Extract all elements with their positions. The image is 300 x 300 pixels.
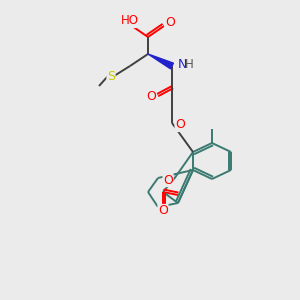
Text: O: O bbox=[163, 173, 173, 187]
Text: O: O bbox=[146, 89, 156, 103]
Text: S: S bbox=[107, 70, 115, 83]
Text: HO: HO bbox=[121, 14, 139, 28]
Polygon shape bbox=[148, 54, 173, 69]
Text: O: O bbox=[165, 16, 175, 29]
Text: O: O bbox=[158, 205, 168, 218]
Text: H: H bbox=[185, 58, 194, 71]
Text: O: O bbox=[175, 118, 185, 131]
Text: N: N bbox=[178, 58, 188, 71]
